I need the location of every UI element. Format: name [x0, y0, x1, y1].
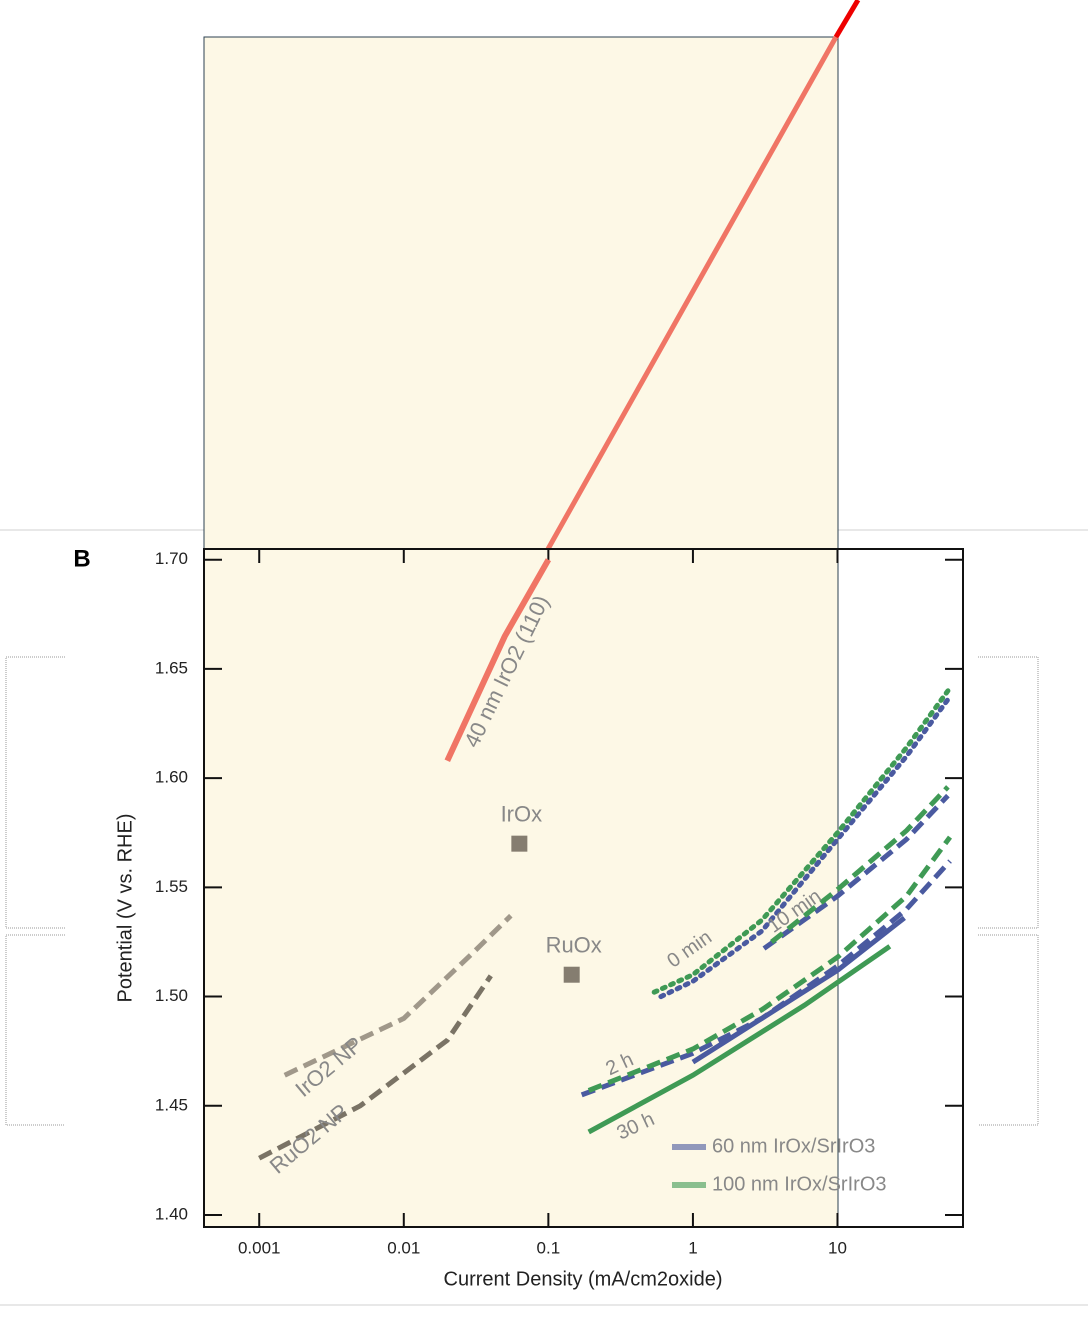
series-line — [258, 974, 493, 1161]
data-point — [563, 966, 580, 983]
bracket — [978, 934, 1039, 1126]
bracket — [978, 656, 1039, 929]
x-tick-label: 10 — [828, 1238, 847, 1257]
legend-label: 100 nm IrOx/SrIrO3 — [712, 1173, 887, 1195]
x-tick-label: 0.001 — [238, 1238, 281, 1257]
series-line — [444, 558, 552, 762]
y-tick-label: 1.45 — [155, 1095, 188, 1114]
panel-label: B — [73, 545, 90, 572]
y-tick-label: 1.60 — [155, 768, 188, 787]
data-point — [511, 835, 528, 852]
series-line — [691, 915, 906, 1065]
series-line — [587, 835, 953, 1093]
series-line — [762, 793, 950, 951]
overlay-line — [545, 35, 839, 551]
point-label: IrOx — [501, 801, 543, 826]
bracket — [5, 934, 65, 1126]
series-line — [651, 688, 951, 995]
x-tick-label: 1 — [688, 1238, 697, 1257]
y-axis-label: Potential (V vs. RHE) — [114, 814, 136, 1003]
x-axis-label: Current Density (mA/cm2oxide) — [444, 1268, 723, 1290]
overlay-line — [833, 0, 861, 39]
legend-label: 60 nm IrOx/SrIrO3 — [712, 1135, 875, 1157]
y-tick-label: 1.50 — [155, 986, 188, 1005]
y-tick-label: 1.70 — [155, 549, 188, 568]
y-tick-label: 1.40 — [155, 1204, 188, 1223]
series-line — [770, 785, 950, 944]
y-tick-label: 1.65 — [155, 658, 188, 677]
y-tick-label: 1.55 — [155, 877, 188, 896]
series-line — [658, 697, 951, 1000]
bracket-boxes — [5, 656, 1039, 1126]
point-label: RuOx — [546, 933, 602, 958]
x-tick-label: 0.1 — [537, 1238, 561, 1257]
x-tick-label: 0.01 — [387, 1238, 420, 1257]
series-line — [283, 913, 513, 1078]
series-line — [587, 944, 892, 1135]
bracket — [5, 656, 65, 929]
